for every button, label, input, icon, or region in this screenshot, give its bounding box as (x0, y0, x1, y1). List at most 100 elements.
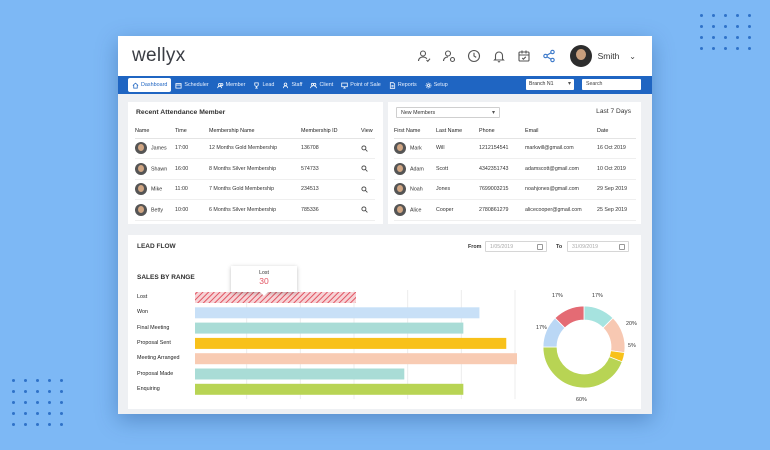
calendar-icon[interactable] (537, 244, 543, 250)
report-icon (389, 81, 396, 89)
nav-point-of-sale[interactable]: Point of Sale (337, 78, 385, 92)
cell-name: Mike (135, 179, 175, 200)
nav-staff[interactable]: Staff (278, 78, 306, 92)
donut-label: 20% (626, 321, 637, 327)
cell-membership: 12 Months Gold Membership (209, 138, 301, 159)
bell-icon[interactable] (492, 49, 506, 63)
bar-lost[interactable] (195, 292, 356, 303)
nav-setup[interactable]: Setup (421, 78, 452, 92)
cell-time: 17:00 (175, 138, 209, 159)
avatar (135, 142, 147, 155)
cell-date: 16 Oct 2019 (597, 138, 636, 159)
cell-first-name: Alice (394, 199, 436, 221)
table-row[interactable]: Adam Scott 4342351743 adamscott@gmail.co… (394, 158, 636, 180)
manage-users-icon[interactable] (442, 49, 456, 63)
bar-label: Lost (137, 294, 148, 300)
cell-view (361, 138, 375, 159)
calendar-icon[interactable] (517, 49, 531, 63)
table-row[interactable]: Alice Cooper 2780861279 alicecooper@gmai… (394, 199, 636, 221)
table-header: First Name Last Name Phone Email Date (394, 125, 636, 139)
bar-meeting-arranged[interactable] (195, 353, 517, 365)
donut-chart: 17% 20% 5% 60% 17% 17% (536, 293, 637, 403)
app-logo[interactable]: wellyx (132, 45, 186, 66)
tooltip-value: 30 (259, 276, 269, 286)
calendar-icon[interactable] (619, 244, 625, 250)
chevron-down-icon[interactable]: ⌄ (629, 51, 636, 61)
bar-proposal-made[interactable] (195, 368, 405, 380)
cell-time: 11:00 (175, 179, 209, 200)
table-row[interactable]: James 17:00 12 Months Gold Membership 13… (135, 138, 375, 159)
table-row[interactable]: Shawn 16:00 8 Months Silver Membership 5… (135, 158, 375, 180)
app-window: wellyx Smith ⌄ (118, 36, 652, 414)
first-name: Adam (410, 166, 424, 173)
zoom-icon[interactable] (361, 145, 375, 152)
avatar (394, 183, 406, 196)
bar-label: Proposal Sent (137, 339, 171, 346)
cell-phone: 7699003215 (479, 179, 525, 200)
decor-dots-bottom-left (12, 379, 64, 426)
cell-time: 16:00 (175, 158, 209, 180)
donut-label: 17% (552, 293, 563, 299)
bar-label: Enquiring (137, 385, 160, 392)
cell-email: noahjones@gmail.com (525, 179, 597, 200)
cell-name: James (135, 138, 175, 159)
nav-reports[interactable]: Reports (385, 78, 421, 92)
donut-slice[interactable] (554, 305, 585, 329)
members-filter-select[interactable]: New Members (396, 107, 500, 118)
branch-select[interactable]: Branch N1 (526, 79, 574, 90)
donut-label: 5% (628, 343, 636, 349)
member-name: Mike (151, 186, 163, 193)
zoom-icon[interactable] (361, 206, 375, 213)
add-user-icon[interactable] (417, 49, 431, 63)
table-row[interactable]: Betty 10:00 6 Months Silver Membership 7… (135, 199, 375, 221)
avatar (135, 203, 147, 216)
avatar (394, 203, 406, 216)
table-row[interactable]: Noah Jones 7699003215 noahjones@gmail.co… (394, 179, 636, 200)
table-row[interactable]: Mike 11:00 7 Months Gold Membership 2345… (135, 179, 375, 200)
nav-dashboard[interactable]: Dashboard (128, 78, 172, 92)
to-date-input[interactable]: 31/09/2019 (567, 241, 629, 252)
user-name[interactable]: Smith (597, 51, 620, 61)
attendance-title: Recent Attendance Member (136, 109, 226, 116)
nav-lead[interactable]: Lead (249, 78, 278, 92)
col-membership-name: Membership Name (209, 125, 301, 139)
bar-won[interactable] (195, 307, 480, 319)
zoom-icon[interactable] (361, 165, 375, 172)
nav-client[interactable]: Client (306, 78, 337, 92)
cell-membership: 8 Months Silver Membership (209, 158, 301, 180)
col-phone: Phone (479, 125, 525, 139)
col-view: View (361, 125, 375, 139)
col-first-name: First Name (394, 125, 436, 139)
bar-final-meeting[interactable] (195, 322, 464, 334)
table-row[interactable]: Mark Will 1212154541 markwill@gmail.com … (394, 138, 636, 159)
from-label: From (468, 244, 482, 250)
nav-reports-label: Reports (397, 82, 417, 88)
cell-first-name: Mark (394, 138, 436, 159)
clock-icon[interactable] (467, 49, 481, 63)
share-icon[interactable] (542, 49, 556, 63)
nav-dashboard-label: Dashboard (141, 82, 168, 88)
search-input[interactable]: Search (582, 79, 641, 90)
nav-scheduler[interactable]: Scheduler (171, 78, 212, 92)
nav-point-of-sale-label: Point of Sale (350, 82, 381, 88)
staff-icon (282, 82, 289, 89)
cell-last-name: Jones (436, 179, 479, 200)
col-name: Name (135, 125, 175, 139)
zoom-icon[interactable] (361, 186, 375, 193)
first-name: Alice (410, 207, 422, 214)
bar-tooltip: Lost 30 (231, 266, 297, 296)
period-label[interactable]: Last 7 Days (596, 108, 631, 115)
bar-proposal-sent[interactable] (195, 337, 507, 349)
bar-enquiring[interactable] (195, 383, 464, 395)
user-avatar[interactable] (569, 45, 592, 67)
cell-phone: 1212154541 (479, 138, 525, 159)
col-time: Time (175, 125, 209, 139)
cell-name: Betty (135, 199, 175, 221)
nav-member[interactable]: Member (213, 78, 250, 92)
nav-setup-label: Setup (433, 82, 448, 88)
lead-flow-title: LEAD FLOW (137, 243, 176, 250)
attendance-table: Name Time Membership Name Membership ID … (135, 125, 375, 221)
from-date-input[interactable]: 1/05/2019 (485, 241, 547, 252)
nav-lead-label: Lead (262, 82, 275, 88)
top-bar: wellyx Smith ⌄ (118, 36, 652, 76)
